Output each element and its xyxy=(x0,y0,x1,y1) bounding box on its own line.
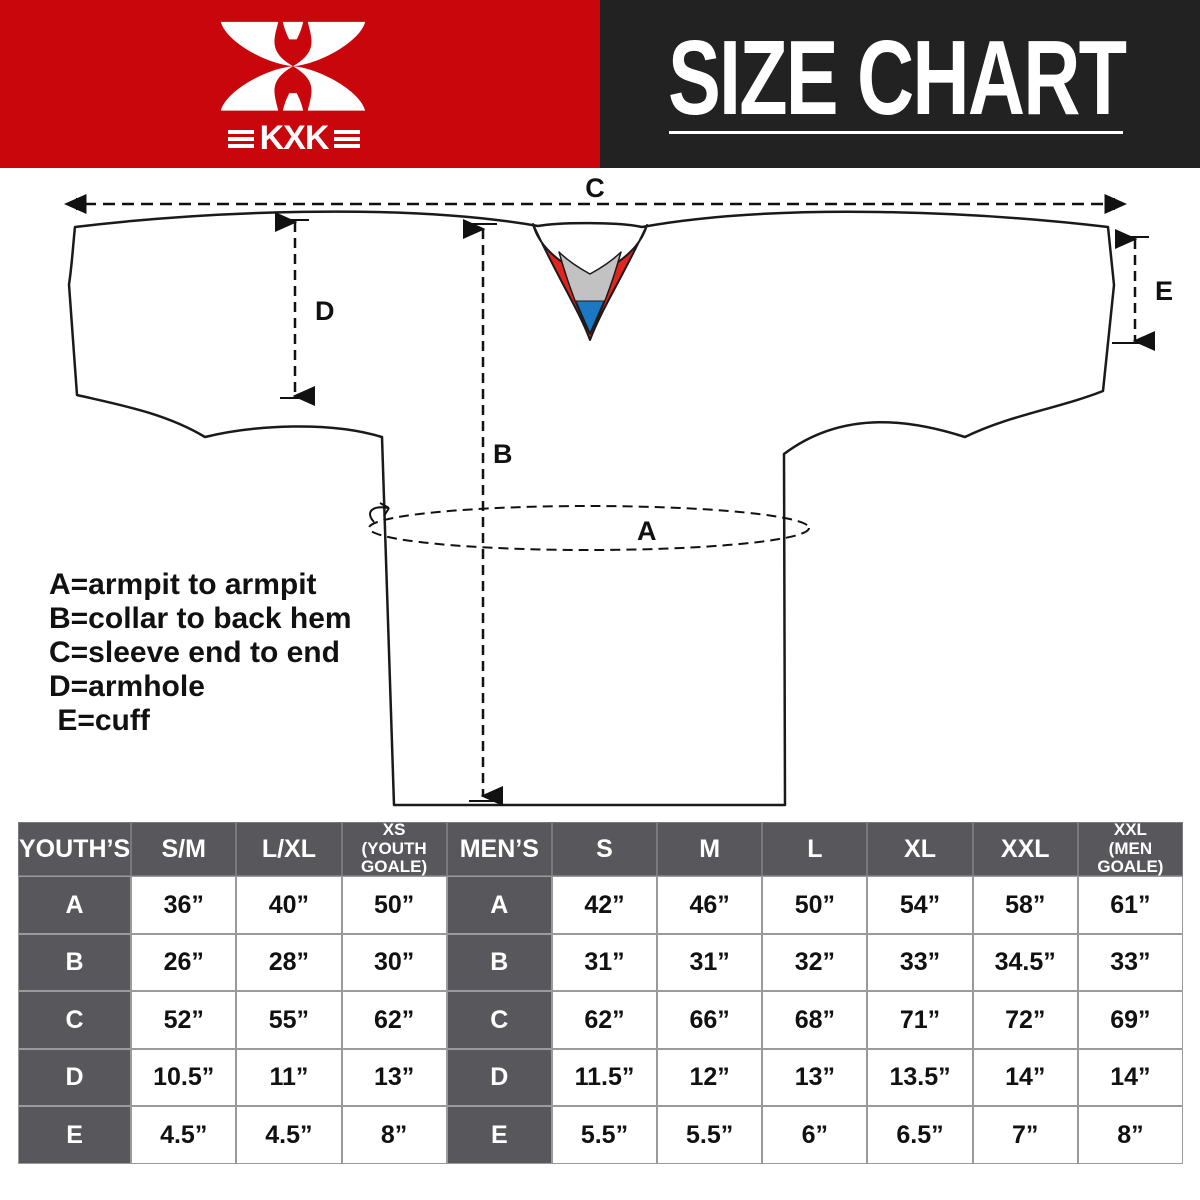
svg-text:B: B xyxy=(493,439,513,469)
svg-text:C: C xyxy=(585,173,605,203)
svg-text:E: E xyxy=(1155,276,1173,306)
svg-text:A: A xyxy=(637,516,657,546)
svg-text:D: D xyxy=(315,296,335,326)
